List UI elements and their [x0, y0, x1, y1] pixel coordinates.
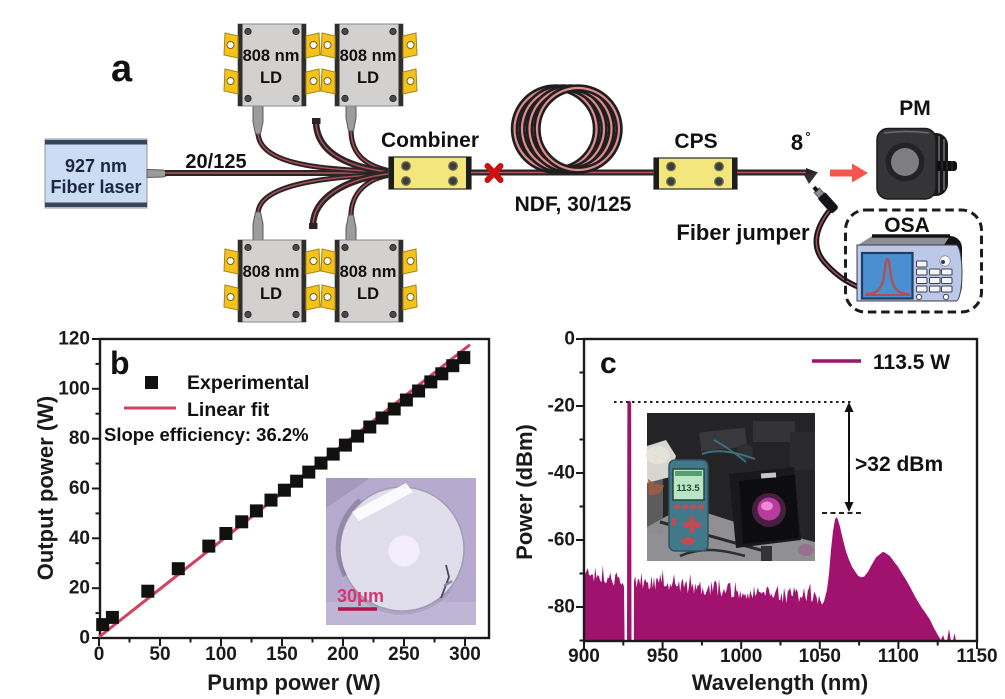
- svg-text:1100: 1100: [878, 646, 919, 667]
- svg-text:Linear fit: Linear fit: [187, 399, 270, 421]
- svg-text:20/125: 20/125: [185, 151, 246, 173]
- svg-text:0: 0: [94, 644, 105, 665]
- svg-text:30μm: 30μm: [337, 586, 384, 606]
- svg-text:8: 8: [791, 130, 803, 155]
- svg-text:250: 250: [388, 644, 420, 665]
- svg-text:Wavelength (nm): Wavelength (nm): [692, 670, 868, 695]
- svg-text:20: 20: [69, 578, 90, 599]
- svg-text:Output power (W): Output power (W): [33, 396, 58, 581]
- svg-text:1000: 1000: [720, 646, 762, 667]
- svg-text:900: 900: [568, 646, 600, 667]
- svg-text:-60: -60: [548, 530, 575, 551]
- svg-text:OSA: OSA: [884, 214, 930, 237]
- svg-text:Fiber laser: Fiber laser: [50, 177, 141, 197]
- svg-text:NDF, 30/125: NDF, 30/125: [515, 193, 632, 216]
- svg-text:Experimental: Experimental: [187, 372, 309, 394]
- svg-text:0: 0: [564, 329, 575, 350]
- svg-text:Combiner: Combiner: [381, 129, 479, 152]
- svg-text:1150: 1150: [956, 646, 997, 667]
- svg-text:PM: PM: [899, 97, 931, 120]
- svg-text:1050: 1050: [799, 646, 841, 667]
- svg-text:Slope efficiency: 36.2%: Slope efficiency: 36.2%: [104, 424, 309, 445]
- svg-text:50: 50: [149, 644, 170, 665]
- svg-text:°: °: [805, 129, 810, 144]
- svg-text:927 nm: 927 nm: [65, 156, 127, 176]
- svg-text:300: 300: [449, 644, 481, 665]
- svg-text:-80: -80: [548, 597, 575, 618]
- svg-text:100: 100: [205, 644, 237, 665]
- svg-text:113.5 W: 113.5 W: [873, 351, 950, 374]
- svg-text:Fiber jumper: Fiber jumper: [676, 220, 810, 245]
- svg-text:80: 80: [69, 428, 90, 449]
- svg-text:150: 150: [266, 644, 298, 665]
- svg-text:100: 100: [58, 378, 90, 399]
- svg-text:a: a: [111, 48, 133, 90]
- svg-text:b: b: [110, 345, 130, 381]
- svg-text:950: 950: [647, 646, 679, 667]
- svg-text:120: 120: [58, 329, 90, 350]
- svg-text:0: 0: [79, 628, 90, 649]
- svg-text:-40: -40: [548, 463, 575, 484]
- svg-text:113.5: 113.5: [676, 483, 700, 494]
- svg-text:Power (dBm): Power (dBm): [512, 424, 537, 560]
- svg-text:>32 dBm: >32 dBm: [855, 453, 943, 476]
- svg-text:c: c: [600, 347, 617, 380]
- svg-text:60: 60: [69, 478, 90, 499]
- svg-text:Pump power (W): Pump power (W): [207, 670, 381, 695]
- svg-text:40: 40: [69, 528, 90, 549]
- svg-text:-20: -20: [548, 396, 575, 417]
- svg-text:200: 200: [327, 644, 359, 665]
- svg-text:CPS: CPS: [674, 130, 717, 153]
